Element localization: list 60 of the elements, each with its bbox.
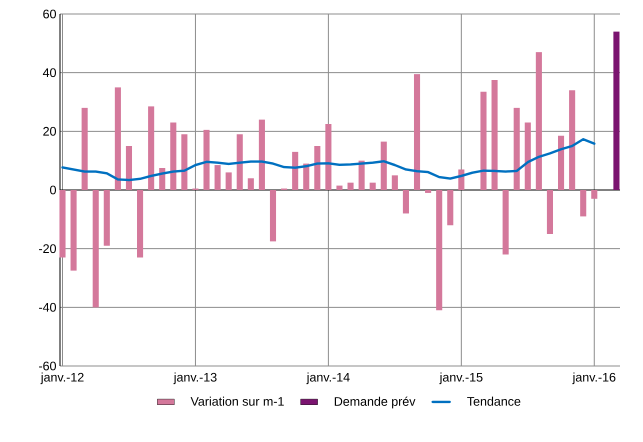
bar: [114, 87, 121, 190]
bar: [148, 106, 154, 190]
bar: [82, 108, 88, 190]
bar: [104, 190, 110, 246]
bar: [258, 120, 265, 190]
bar: [203, 130, 210, 190]
bar: [137, 190, 144, 258]
bar: [236, 134, 243, 190]
y-tick-label: 40: [42, 68, 56, 78]
bar: [92, 190, 99, 308]
bar: [392, 175, 398, 190]
legend-label: Demande prév: [334, 396, 416, 408]
bar: [348, 182, 354, 190]
bar: [580, 190, 586, 216]
bar: [569, 90, 576, 190]
bar: [59, 190, 66, 258]
bar: [502, 190, 509, 255]
x-tick-label: janv.-16: [572, 372, 616, 384]
bar: [591, 190, 598, 199]
bar: [402, 190, 409, 214]
bar: [370, 182, 376, 190]
bar: [358, 160, 365, 190]
x-tick-label: janv.-12: [40, 372, 84, 384]
bar: [558, 136, 564, 190]
bar: [292, 152, 298, 190]
bar: [380, 142, 387, 190]
bar: [325, 124, 332, 190]
bar: [480, 92, 487, 190]
bar: [514, 108, 520, 190]
bar: [126, 146, 132, 190]
bar: [447, 190, 454, 226]
x-tick-label: janv.-14: [306, 372, 350, 384]
y-tick-label: -20: [39, 244, 56, 254]
bar: [425, 190, 432, 193]
y-tick-label: 60: [43, 10, 56, 18]
legend-label: Variation sur m-1: [190, 396, 284, 406]
bar: [270, 190, 276, 242]
bar: [436, 190, 442, 310]
x-tick-label: janv.-13: [173, 372, 217, 384]
legend-label: Tendance: [467, 396, 520, 406]
bar: [613, 32, 620, 190]
bar: [170, 122, 176, 190]
x-tick-label: janv.-15: [439, 372, 482, 384]
bar: [303, 164, 310, 190]
y-tick-label: -60: [39, 362, 56, 370]
bar: [524, 122, 531, 190]
bar: [226, 172, 232, 190]
y-tick-label: -40: [39, 302, 56, 312]
bar: [248, 178, 254, 190]
bar: [336, 186, 343, 190]
bar: [492, 80, 498, 190]
bar: [214, 165, 221, 190]
y-tick-label: 0: [50, 186, 56, 194]
bar: [70, 190, 77, 271]
bar: [181, 134, 188, 190]
bar: [314, 146, 320, 190]
bar: [414, 74, 420, 190]
y-tick-label: 20: [43, 126, 56, 136]
bar: [536, 52, 542, 190]
bar: [546, 190, 554, 234]
